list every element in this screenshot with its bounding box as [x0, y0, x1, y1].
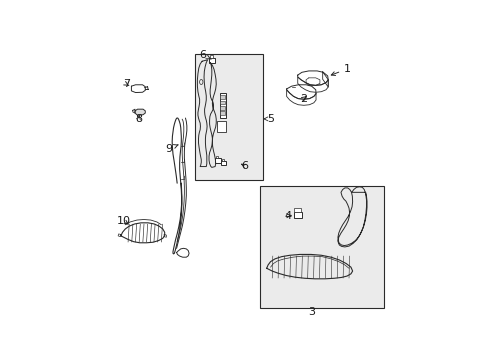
Text: 8: 8: [135, 114, 142, 123]
Bar: [217, 121, 225, 132]
Bar: [214, 158, 220, 163]
Text: 1: 1: [330, 64, 350, 76]
Bar: [208, 58, 215, 63]
Polygon shape: [135, 109, 145, 115]
Text: 3: 3: [307, 307, 314, 317]
Text: 10: 10: [117, 216, 130, 226]
Text: 4: 4: [284, 211, 291, 221]
Bar: [220, 101, 224, 104]
Bar: [294, 212, 302, 218]
Bar: [220, 107, 224, 110]
Bar: [219, 93, 225, 118]
Bar: [222, 159, 224, 161]
Bar: [220, 111, 224, 115]
Text: 9: 9: [165, 144, 178, 153]
Bar: [220, 95, 224, 99]
FancyBboxPatch shape: [195, 54, 263, 180]
Text: 5: 5: [266, 114, 273, 124]
Bar: [215, 156, 218, 158]
Bar: [221, 161, 225, 165]
Text: 6: 6: [199, 50, 211, 60]
Text: 6: 6: [241, 161, 247, 171]
Text: 2: 2: [299, 94, 306, 104]
Text: 7: 7: [122, 79, 130, 89]
Bar: [294, 208, 300, 212]
Bar: [210, 55, 212, 58]
FancyBboxPatch shape: [260, 186, 383, 308]
